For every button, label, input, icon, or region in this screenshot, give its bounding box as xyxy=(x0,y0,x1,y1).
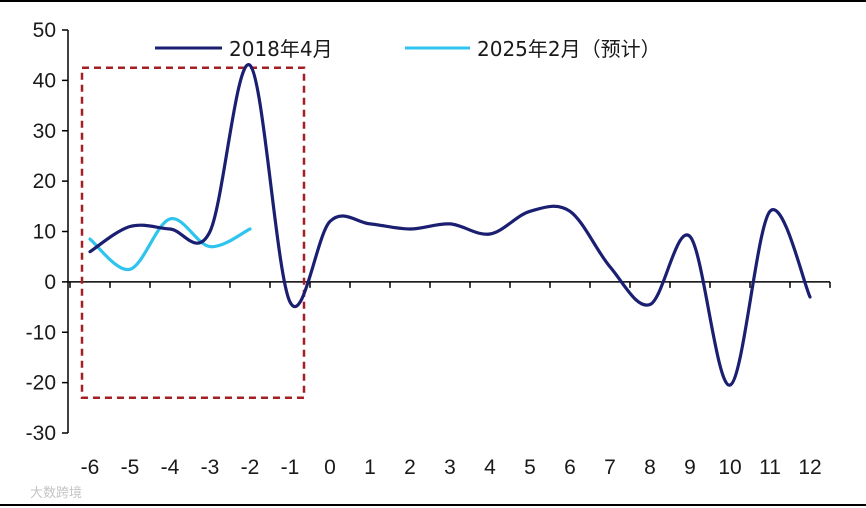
y-tick-label: 20 xyxy=(33,170,56,193)
y-tick-label: 0 xyxy=(44,271,56,294)
highlight-box xyxy=(80,66,306,399)
x-tick-label: 5 xyxy=(524,456,536,479)
x-tick-label: -4 xyxy=(161,456,180,479)
x-tick-label: 12 xyxy=(798,456,821,479)
x-tick-label: 1 xyxy=(364,456,376,479)
x-tick-label: 7 xyxy=(604,456,616,479)
x-tick-label: -1 xyxy=(281,456,300,479)
y-tick-label: -20 xyxy=(26,372,56,395)
x-tick-label: 6 xyxy=(564,456,576,479)
highlight-box-group xyxy=(80,66,306,399)
x-tick-label: 2 xyxy=(404,456,416,479)
y-tick-label: -30 xyxy=(26,422,56,445)
y-tick-label: -10 xyxy=(26,321,56,344)
series-line-2025 xyxy=(88,217,252,271)
y-tick-label: 30 xyxy=(33,120,56,143)
x-tick-label: 3 xyxy=(444,456,456,479)
x-tick-label: 11 xyxy=(759,456,781,479)
x-tick-label: 10 xyxy=(718,456,741,479)
x-tick-label: 9 xyxy=(684,456,696,479)
x-tick-label: -5 xyxy=(121,456,140,479)
x-tick-label: 0 xyxy=(324,456,336,479)
series-line-2018 xyxy=(88,63,812,387)
y-tick-label: 40 xyxy=(33,69,56,92)
watermark-text: 大数跨境 xyxy=(30,486,82,501)
y-tick-label: 10 xyxy=(33,221,56,244)
legend-label-2025: 2025年2月（预计） xyxy=(477,37,661,61)
x-tick-label: 4 xyxy=(484,456,496,479)
legend-label-2018: 2018年4月 xyxy=(229,37,333,61)
x-tick-label: -2 xyxy=(241,456,260,479)
x-tick-label: -3 xyxy=(201,456,220,479)
y-tick-label: 50 xyxy=(33,19,56,42)
x-tick-label: -6 xyxy=(81,456,100,479)
series-layer xyxy=(88,63,812,387)
legend: 2018年4月 2025年2月（预计） xyxy=(155,37,661,61)
x-tick-label: 8 xyxy=(644,456,656,479)
